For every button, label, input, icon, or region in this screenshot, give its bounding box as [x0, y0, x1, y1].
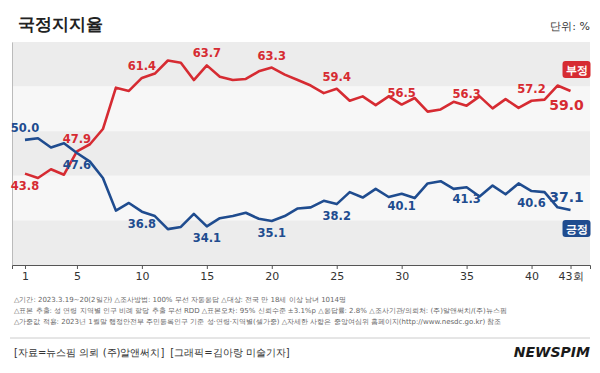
background-band: [12, 176, 590, 221]
x-tick-mark: [467, 265, 468, 269]
x-tick: 35: [460, 265, 474, 283]
x-tick-label: 1: [22, 270, 29, 283]
x-tick: 25: [330, 265, 344, 283]
data-labels: 43.8 47.9 61.4 63.7 63.3 59.4 56.5 56.3 57.2 59.0…: [11, 46, 591, 245]
data-label: 47.9: [63, 132, 91, 146]
data-label: 59.4: [323, 70, 351, 84]
series-name: 긍정: [566, 223, 588, 236]
x-tick-mark: [272, 265, 273, 269]
x-tick-label: 43회: [559, 270, 584, 283]
x-tick-mark: [402, 265, 403, 269]
x-tick-label: 35: [460, 270, 474, 283]
y-axis-line: [12, 43, 13, 266]
x-tick-mark: [532, 265, 533, 269]
data-label: 57.2: [517, 82, 545, 96]
x-tick: 15: [200, 265, 214, 283]
x-tick: 1: [22, 265, 29, 283]
data-label: 41.3: [452, 192, 480, 206]
x-tick-label: 40: [525, 270, 539, 283]
series-name-box: [563, 61, 591, 78]
x-tick-label: 25: [330, 270, 344, 283]
logo: NEWSPIM: [514, 344, 590, 360]
x-tick: 30: [395, 265, 409, 283]
data-label: 34.1: [193, 231, 221, 245]
data-label: 63.3: [258, 49, 286, 63]
x-tick: 43회: [559, 265, 584, 283]
source: [자료=뉴스핌 의뢰 (주)알앤써치]: [14, 347, 164, 358]
x-axis: 151015202530354043회: [13, 265, 591, 283]
data-label: 37.1: [549, 189, 584, 205]
x-tick-label: 30: [395, 270, 409, 283]
series-line: [25, 60, 571, 177]
title: 국정지지율: [18, 14, 103, 34]
data-label: 40.1: [387, 199, 415, 213]
background-band: [12, 42, 590, 87]
data-label: 56.5: [387, 86, 415, 100]
x-tick-mark: [77, 265, 78, 269]
subtitle: 단위: %: [550, 20, 590, 33]
background-band: [12, 220, 590, 265]
x-tick-label: 5: [74, 270, 81, 283]
y-axis: [12, 43, 13, 266]
data-label: 36.8: [128, 217, 156, 231]
chart: 국정지지율단위: %151015202530354043회43.847.961.…: [0, 0, 600, 373]
x-tick: 20: [265, 265, 279, 283]
x-tick: 5: [74, 265, 81, 283]
data-label: 43.8: [11, 179, 39, 193]
data-label: 63.7: [193, 46, 221, 60]
x-tick-mark: [207, 265, 208, 269]
x-axis-line: [13, 266, 591, 270]
x-tick-mark: [25, 265, 26, 269]
x-tick-label: 10: [135, 270, 149, 283]
data-label: 50.0: [11, 121, 39, 135]
x-tick-label: 15: [200, 270, 214, 283]
series-name: 부정: [566, 64, 588, 77]
note: △가중값 적용: 2023년 1월말 행정안전부 주민등록인구 기준 성·연령·…: [14, 318, 501, 326]
data-label: 40.6: [517, 196, 545, 210]
x-tick: 10: [135, 265, 149, 283]
lines: [25, 60, 571, 229]
source: [그래픽=김아랑 미술기자]: [170, 347, 289, 358]
x-tick-mark: [571, 265, 572, 269]
background-band: [12, 87, 590, 132]
data-label: 59.0: [549, 97, 584, 113]
series-name-box: [563, 220, 591, 237]
background-band: [12, 131, 590, 176]
x-tick-mark: [337, 265, 338, 269]
x-tick: 40: [525, 265, 539, 283]
data-label: 56.3: [452, 87, 480, 101]
data-label: 35.1: [258, 226, 286, 240]
data-label: 38.2: [323, 209, 351, 223]
note: △표본 추출: 성 연령 지역별 인구 비례 할당 추출 무선 RDD △표본오…: [14, 307, 507, 315]
note: △기간: 2023.3.19~20(2일간) △조사방법: 100% 무선 자동…: [14, 296, 346, 304]
separator: [10, 338, 590, 339]
x-tick-label: 20: [265, 270, 279, 283]
series-line: [25, 138, 571, 229]
data-label: 47.6: [63, 158, 91, 172]
data-label: 61.4: [128, 59, 156, 73]
x-tick-mark: [142, 265, 143, 269]
